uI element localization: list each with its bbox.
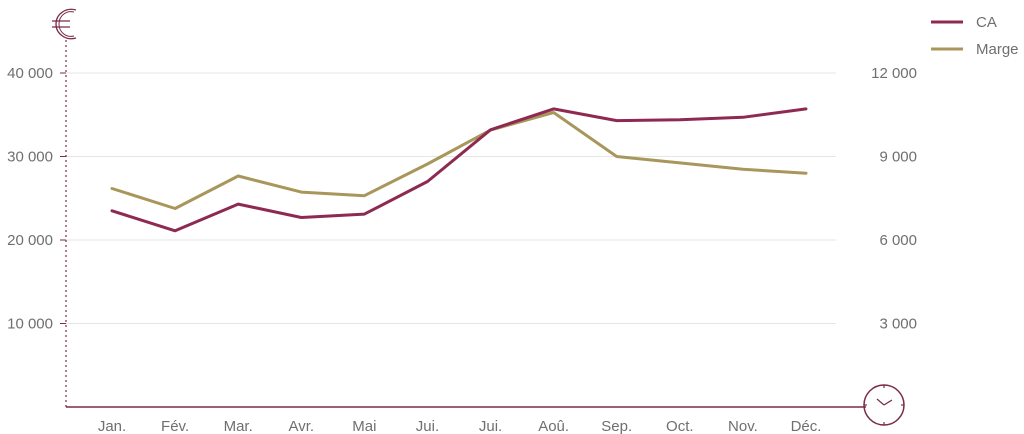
legend-label-marge: Marge [976, 41, 1019, 58]
x-tick-label: Déc. [791, 418, 822, 434]
x-tick-label: Oct. [666, 418, 694, 434]
x-tick-label: Fév. [161, 418, 189, 434]
x-tick-label: Jui. [479, 418, 502, 434]
series [110, 107, 808, 233]
right-tick-label: 3 000 [879, 316, 917, 333]
series-line-ca [110, 107, 808, 233]
x-tick-label: Aoû. [538, 418, 569, 434]
legend-label-ca: CA [976, 14, 997, 31]
left-tick-label: 40 000 [7, 65, 53, 82]
series-line-marge [110, 111, 808, 210]
axes [65, 40, 866, 408]
gridlines [66, 72, 836, 324]
x-tick-label: Avr. [288, 418, 314, 434]
x-tick-label: Mai [352, 418, 376, 434]
left-axis-ticks: 10 000 20 000 30 000 40 000 [7, 65, 66, 333]
euro-icon [52, 8, 77, 40]
right-tick-label: 6 000 [879, 232, 917, 249]
x-tick-label: Jan. [98, 418, 126, 434]
x-tick-label: Sep. [601, 418, 632, 434]
left-tick-label: 30 000 [7, 149, 53, 166]
x-tick-label: Nov. [728, 418, 758, 434]
x-tick-label: Mar. [224, 418, 253, 434]
right-tick-label: 9 000 [879, 149, 917, 166]
right-axis-ticks: 3 000 6 000 9 000 12 000 [871, 65, 917, 333]
x-axis-ticks: Jan. Fév. Mar. Avr. Mai Jui. Jui. Aoû. Sep. Oct. N… [98, 418, 822, 434]
legend: CA Marge [931, 14, 1019, 58]
clock-icon [863, 384, 905, 426]
left-tick-label: 10 000 [7, 316, 53, 333]
right-tick-label: 12 000 [871, 65, 917, 82]
left-tick-label: 20 000 [7, 232, 53, 249]
x-tick-label: Jui. [416, 418, 439, 434]
